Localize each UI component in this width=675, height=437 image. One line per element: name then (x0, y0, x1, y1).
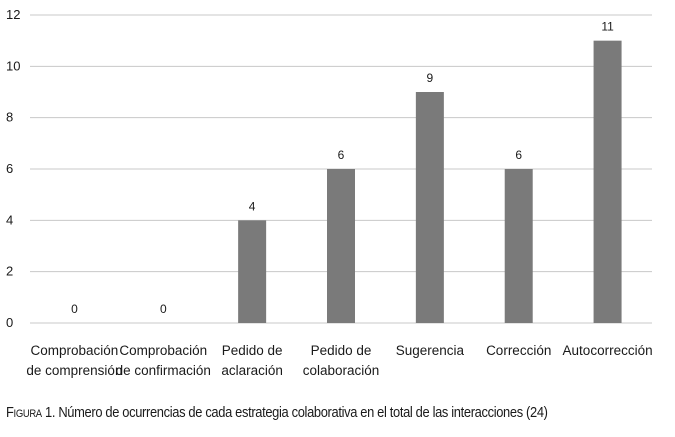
x-tick-label-line: Autocorrección (563, 343, 653, 358)
y-axis-ticks: 0 2 4 6 8 10 12 (6, 7, 20, 330)
x-tick-label: Comprobación de confirmación (116, 343, 211, 378)
data-label: 11 (601, 20, 614, 34)
y-tick-label: 4 (6, 212, 13, 227)
data-label: 0 (160, 302, 167, 316)
x-tick-label-line: Pedido de (311, 343, 372, 358)
y-tick-label: 6 (6, 161, 13, 176)
x-tick-label: Autocorrección (563, 343, 653, 358)
y-tick-label: 0 (6, 315, 13, 330)
data-labels: 0 0 4 6 9 6 11 (71, 20, 614, 316)
y-tick-label: 10 (6, 58, 20, 73)
x-tick-label: Corrección (486, 343, 551, 358)
bar (504, 169, 533, 323)
y-tick-label: 12 (6, 7, 20, 22)
bar (593, 40, 622, 324)
x-tick-label: Pedido de colaboración (303, 343, 380, 378)
x-tick-label-line: colaboración (303, 363, 380, 378)
data-label: 6 (338, 148, 345, 162)
figure-caption-text: Número de ocurrencias de cada estrategia… (55, 404, 548, 421)
bar (238, 220, 267, 323)
data-label: 0 (71, 302, 78, 316)
x-axis-category-labels: Comprobación de comprensión Comprobación de… (26, 343, 652, 378)
data-label: 4 (249, 199, 256, 213)
x-tick-label-line: de confirmación (116, 363, 211, 378)
y-tick-label: 2 (6, 264, 13, 279)
x-tick-label-line: Pedido de (222, 343, 283, 358)
x-tick-label-line: Corrección (486, 343, 551, 358)
x-tick-label: Comprobación de comprensión (26, 343, 122, 378)
data-label: 9 (427, 71, 434, 85)
figure-caption: Figura 1. Número de ocurrencias de cada … (6, 404, 548, 421)
bar-chart: 0 2 4 6 8 10 12 0 0 4 6 9 6 11 Comprobación de compre… (6, 7, 653, 378)
x-tick-label: Pedido de aclaración (221, 343, 283, 378)
bars (238, 40, 622, 324)
x-tick-label-line: de comprensión (26, 363, 122, 378)
x-tick-label-line: aclaración (221, 363, 283, 378)
data-label: 6 (515, 148, 522, 162)
x-tick-label: Sugerencia (396, 343, 465, 358)
figure-caption-label: Figura 1. (6, 404, 56, 421)
x-tick-label-line: Sugerencia (396, 343, 465, 358)
x-tick-label-line: Comprobación (119, 343, 207, 358)
bar (415, 92, 444, 323)
y-tick-label: 8 (6, 110, 13, 125)
bar (327, 169, 355, 323)
x-tick-label-line: Comprobación (31, 343, 119, 358)
